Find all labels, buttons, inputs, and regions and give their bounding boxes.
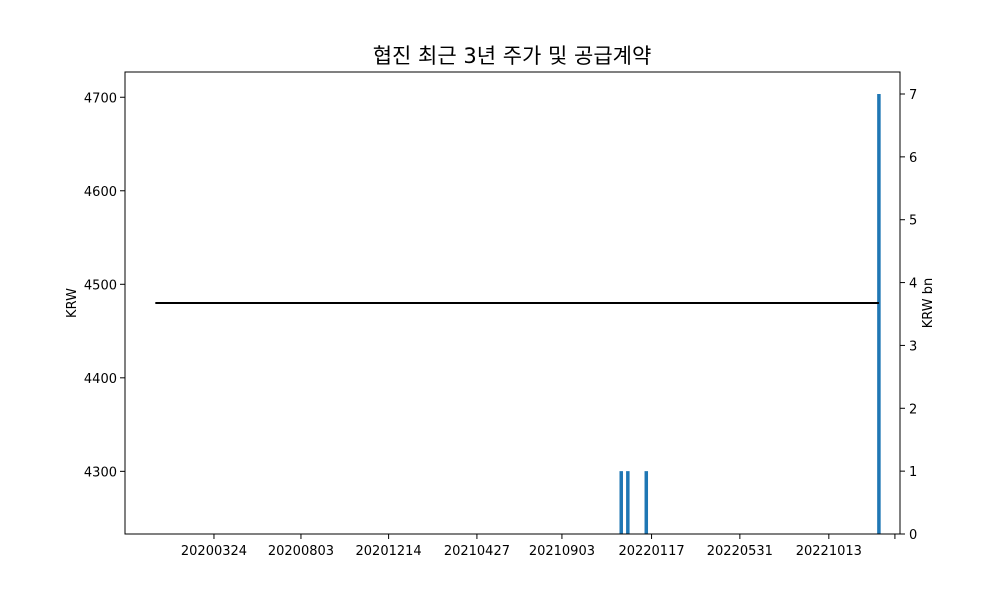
right-tick-label-2: 2 xyxy=(909,402,917,417)
x-tick-label-6: 20220531 xyxy=(707,544,773,559)
right-tick-label-1: 1 xyxy=(909,465,917,480)
x-tick-label-7: 20221013 xyxy=(796,544,862,559)
bar-1 xyxy=(626,471,630,534)
left-y-axis-label: KRW xyxy=(65,288,80,318)
x-axis: 20200324 20200803 20201214 20210427 20210903… xyxy=(181,534,896,559)
chart-title: 협진 최근 3년 주가 및 공급계약 xyxy=(373,44,652,68)
right-tick-label-3: 3 xyxy=(909,339,917,354)
left-tick-label-3: 4600 xyxy=(84,185,117,200)
left-tick-label-2: 4500 xyxy=(84,278,117,293)
x-tick-label-1: 20200803 xyxy=(268,544,334,559)
bar-2 xyxy=(644,471,649,534)
x-tick-label-2: 20201214 xyxy=(356,544,422,559)
plot-area xyxy=(155,94,881,534)
right-y-axis: 0 1 2 3 4 5 6 7 xyxy=(900,88,917,543)
x-tick-label-5: 20220117 xyxy=(618,544,684,559)
x-tick-label-0: 20200324 xyxy=(181,544,247,559)
left-y-axis: 4300 4400 4500 4600 4700 xyxy=(84,91,125,480)
right-y-axis-label: KRW bn xyxy=(921,278,936,329)
x-tick-label-3: 20210427 xyxy=(444,544,510,559)
left-tick-label-0: 4300 xyxy=(84,465,117,480)
right-tick-label-0: 0 xyxy=(909,528,917,543)
bar-3 xyxy=(877,94,881,534)
bar-0 xyxy=(619,471,623,534)
left-tick-label-4: 4700 xyxy=(84,91,117,106)
right-tick-label-7: 7 xyxy=(909,88,917,103)
axes-frame xyxy=(124,71,901,535)
right-tick-label-4: 4 xyxy=(909,277,917,292)
right-tick-label-6: 6 xyxy=(909,151,917,166)
x-tick-label-4: 20210903 xyxy=(529,544,595,559)
right-tick-label-5: 5 xyxy=(909,214,917,229)
left-tick-label-1: 4400 xyxy=(84,372,117,387)
